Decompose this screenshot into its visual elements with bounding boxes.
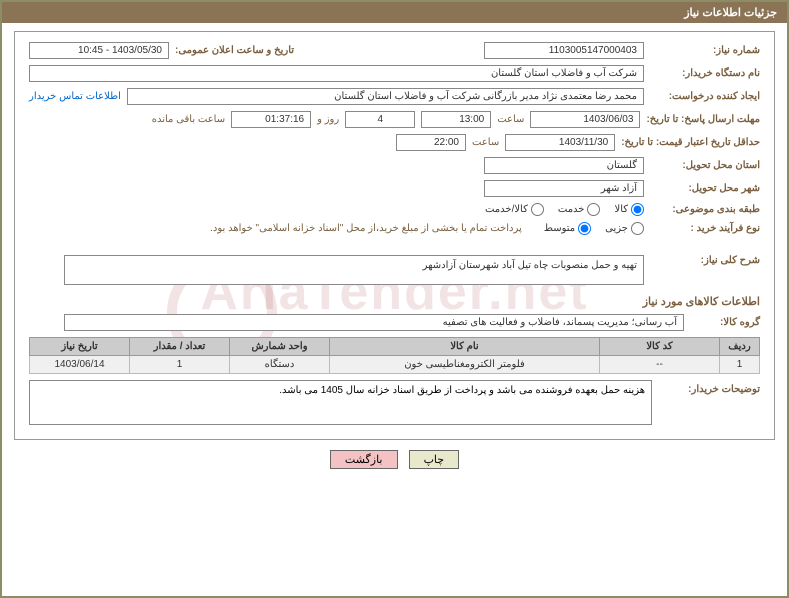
need-no-field: 1103005147000403 (484, 42, 644, 59)
deadline-date-field: 1403/06/03 (530, 111, 640, 128)
print-button[interactable]: چاپ (409, 450, 460, 469)
time-word-1: ساعت (497, 114, 524, 125)
buyer-notes-box: هزینه حمل بعهده فروشنده می باشد و پرداخت… (29, 380, 652, 425)
city-label: شهر محل تحویل: (650, 183, 760, 194)
need-desc-box: تهیه و حمل منصوبات چاه تیل آباد شهرستان … (64, 255, 644, 285)
td-qty: 1 (130, 356, 230, 374)
table-row: 1 -- فلومتر الکترومغناطیسی خون دستگاه 1 … (30, 356, 760, 374)
process-label: نوع فرآیند خرید : (650, 223, 760, 234)
buyer-org-label: نام دستگاه خریدار: (650, 68, 760, 79)
category-radio-group: کالا خدمت کالا/خدمت (485, 203, 644, 216)
contact-buyer-link[interactable]: اطلاعات تماس خریدار (29, 91, 121, 102)
days-word: روز و (317, 114, 339, 125)
buyer-notes-label: توضیحات خریدار: (660, 380, 760, 425)
deadline-time-field: 13:00 (421, 111, 491, 128)
radio-kala[interactable]: کالا (614, 203, 644, 216)
th-unit: واحد شمارش (230, 338, 330, 356)
td-date: 1403/06/14 (30, 356, 130, 374)
process-note: پرداخت تمام یا بخشی از مبلغ خرید،از محل … (210, 223, 522, 234)
group-label: گروه کالا: (690, 317, 760, 328)
td-unit: دستگاه (230, 356, 330, 374)
time-word-2: ساعت (472, 137, 499, 148)
buyer-org-field: شرکت آب و فاضلاب استان گلستان (29, 65, 644, 82)
radio-kalakhadmat[interactable]: کالا/خدمت (485, 203, 544, 216)
th-row: ردیف (720, 338, 760, 356)
th-code: کد کالا (600, 338, 720, 356)
title-bar: جزئیات اطلاعات نیاز (2, 2, 787, 23)
group-field: آب رسانی؛ مدیریت پسماند، فاضلاب و فعالیت… (64, 314, 684, 331)
items-table: ردیف کد کالا نام کالا واحد شمارش تعداد /… (29, 337, 760, 374)
th-date: تاریخ نیاز (30, 338, 130, 356)
back-button[interactable]: بازگشت (330, 450, 398, 469)
province-field: گلستان (484, 157, 644, 174)
validity-label: حداقل تاریخ اعتبار قیمت: تا تاریخ: (621, 137, 760, 148)
announce-field: 1403/05/30 - 10:45 (29, 42, 169, 59)
goods-heading: اطلاعات کالاهای مورد نیاز (29, 295, 760, 308)
need-desc-label: شرح کلی نیاز: (650, 255, 760, 266)
validity-date-field: 1403/11/30 (505, 134, 615, 151)
announce-label: تاریخ و ساعت اعلان عمومی: (175, 45, 294, 56)
countdown-field: 01:37:16 (231, 111, 311, 128)
deadline-label: مهلت ارسال پاسخ: تا تاریخ: (646, 114, 760, 125)
province-label: استان محل تحویل: (650, 160, 760, 171)
city-field: آزاد شهر (484, 180, 644, 197)
need-no-label: شماره نیاز: (650, 45, 760, 56)
td-name: فلومتر الکترومغناطیسی خون (330, 356, 600, 374)
process-radio-group: جزیی متوسط (544, 222, 644, 235)
remain-word: ساعت باقی مانده (152, 114, 225, 125)
days-remaining-field: 4 (345, 111, 415, 128)
radio-jozi[interactable]: جزیی (605, 222, 644, 235)
requester-label: ایجاد کننده درخواست: (650, 91, 760, 102)
requester-field: محمد رضا معتمدی نژاد مدیر بازرگانی شرکت … (127, 88, 644, 105)
radio-khadmat[interactable]: خدمت (558, 203, 601, 216)
main-panel: شماره نیاز: 1103005147000403 تاریخ و ساع… (14, 31, 775, 440)
td-code: -- (600, 356, 720, 374)
category-label: طبقه بندی موضوعی: (650, 204, 760, 215)
td-row: 1 (720, 356, 760, 374)
th-name: نام کالا (330, 338, 600, 356)
th-qty: تعداد / مقدار (130, 338, 230, 356)
validity-time-field: 22:00 (396, 134, 466, 151)
radio-motevaset[interactable]: متوسط (544, 222, 591, 235)
